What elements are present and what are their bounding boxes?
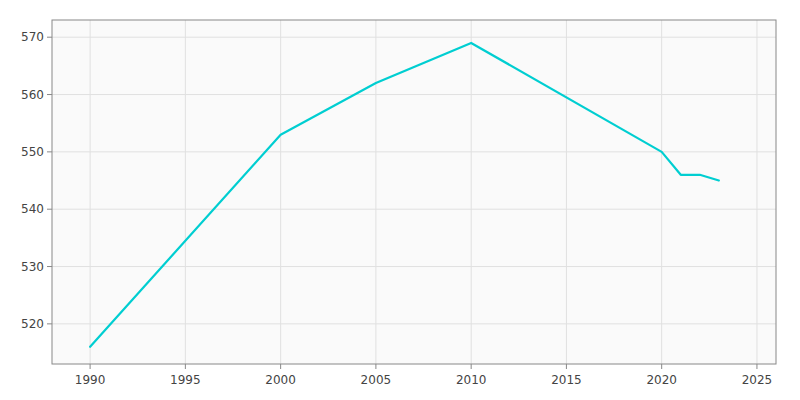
x-tick-label: 2005	[361, 373, 392, 387]
y-tick-label: 550	[21, 145, 44, 159]
y-grid-line	[52, 37, 776, 38]
x-tick-label: 2025	[742, 373, 773, 387]
plot-background	[52, 20, 776, 364]
y-grid-line	[52, 209, 776, 210]
y-tick	[47, 266, 52, 267]
y-tick-label: 520	[21, 317, 44, 331]
tick-labels: 1990 1995 2000 2005 2010 2015 2020 2025 520 530 54…	[21, 30, 772, 387]
x-grid-line	[756, 20, 757, 364]
x-grid-line	[90, 20, 91, 364]
x-tick	[375, 364, 376, 369]
chart-container: 1990 1995 2000 2005 2010 2015 2020 2025 520 530 54…	[0, 0, 800, 400]
y-tick	[47, 37, 52, 38]
y-tick	[47, 323, 52, 324]
y-tick-label: 570	[21, 30, 44, 44]
y-tick-label: 530	[21, 260, 44, 274]
x-grid-line	[661, 20, 662, 364]
x-tick-label: 2015	[551, 373, 582, 387]
x-tick	[566, 364, 567, 369]
x-tick	[661, 364, 662, 369]
marks	[90, 43, 719, 347]
x-tick	[280, 364, 281, 369]
x-tick	[90, 364, 91, 369]
plot-frame	[52, 20, 776, 364]
x-grid-line	[280, 20, 281, 364]
chart-svg: 1990 1995 2000 2005 2010 2015 2020 2025 520 530 54…	[0, 0, 800, 400]
x-tick	[756, 364, 757, 369]
y-grid-line	[52, 323, 776, 324]
x-tick-label: 2020	[646, 373, 677, 387]
x-tick-label: 1990	[75, 373, 106, 387]
grid	[47, 20, 776, 369]
y-tick-label: 540	[21, 202, 44, 216]
y-tick	[47, 209, 52, 210]
y-tick-label: 560	[21, 88, 44, 102]
x-grid-line	[185, 20, 186, 364]
y-tick	[47, 151, 52, 152]
x-grid-line	[566, 20, 567, 364]
x-tick-label: 2000	[265, 373, 296, 387]
y-grid-line	[52, 151, 776, 152]
x-grid-line	[375, 20, 376, 364]
x-tick-label: 2010	[456, 373, 487, 387]
x-tick	[185, 364, 186, 369]
x-tick-label: 1995	[170, 373, 201, 387]
x-grid-line	[471, 20, 472, 364]
y-tick	[47, 94, 52, 95]
y-grid-line	[52, 94, 776, 95]
x-tick	[471, 364, 472, 369]
data-line	[90, 43, 719, 347]
